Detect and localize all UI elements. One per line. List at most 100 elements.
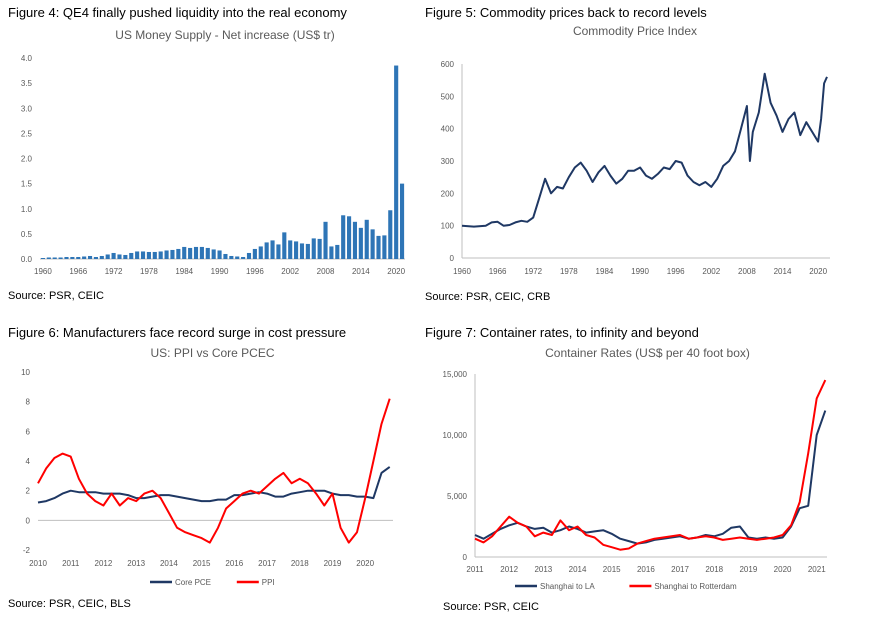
x-tick-label: 2011: [466, 565, 484, 574]
x-tick-label: 2019: [739, 565, 757, 574]
x-tick-label: 1996: [667, 267, 685, 276]
y-tick-label: 6: [26, 427, 31, 436]
x-tick-label: 2011: [62, 559, 80, 568]
series-line-shanghai-to-rotterdam: [474, 379, 827, 551]
bar: [358, 227, 363, 259]
x-tick-label: 2016: [637, 565, 655, 574]
bar: [46, 257, 51, 259]
y-tick-label: 1.0: [21, 205, 33, 214]
bar: [294, 241, 299, 259]
x-tick-label: 1984: [596, 267, 614, 276]
bar: [87, 255, 93, 259]
x-tick-label: 2020: [809, 267, 827, 276]
figure-4-panel: Figure 4: QE4 finally pushed liquidity i…: [0, 0, 430, 310]
bar: [270, 240, 275, 259]
bar: [70, 256, 75, 259]
legend-label: Shanghai to LA: [540, 582, 595, 591]
bar: [93, 256, 98, 259]
bar: [288, 240, 293, 259]
y-tick-label: 0: [450, 254, 455, 263]
legend-label: Shanghai to Rotterdam: [654, 582, 737, 591]
x-tick-label: 1972: [105, 267, 123, 276]
bar: [341, 215, 346, 259]
x-tick-label: 2014: [352, 267, 370, 276]
bar: [394, 65, 399, 259]
bar: [311, 238, 316, 259]
figure-4-source: Source: PSR, CEIC: [8, 290, 104, 302]
x-tick-label: 2018: [291, 559, 309, 568]
bar: [258, 246, 263, 259]
x-tick-label: 1978: [560, 267, 578, 276]
x-tick-label: 2014: [160, 559, 178, 568]
bar: [305, 243, 310, 259]
y-tick-label: 15,000: [443, 370, 468, 379]
bar: [76, 256, 81, 259]
figure-7-title: Figure 7: Container rates, to infinity a…: [425, 325, 699, 340]
bar: [158, 251, 163, 259]
x-tick-label: 2014: [774, 267, 792, 276]
bar: [382, 235, 387, 259]
chart-4-title: US Money Supply - Net increase (US$ tr): [115, 28, 335, 42]
chart-6-ppi-vs-pce: -2 0 2 4 6 8 10 2010 2011 2012 2013 2014 2015 2016 201…: [21, 368, 393, 587]
chart-5-title: Commodity Price Index: [572, 24, 698, 38]
bar: [252, 248, 257, 259]
bar: [388, 210, 393, 259]
bar: [135, 251, 140, 259]
figure-5-panel: Figure 5: Commodity prices back to recor…: [415, 0, 875, 310]
bar: [276, 244, 281, 259]
bar: [146, 251, 151, 259]
bar: [347, 216, 352, 259]
y-tick-label: -2: [23, 546, 31, 555]
bar: [317, 238, 322, 259]
bar: [52, 257, 57, 259]
bar: [241, 256, 246, 259]
y-tick-label: 3.5: [21, 79, 33, 88]
x-tick-label: 1996: [246, 267, 264, 276]
y-tick-label: 200: [441, 189, 455, 198]
y-tick-label: 5,000: [447, 492, 468, 501]
bar: [129, 252, 134, 259]
bar: [299, 243, 305, 259]
bar: [105, 254, 110, 259]
y-tick-label: 10: [21, 368, 30, 377]
bar: [264, 242, 269, 259]
bar: [64, 256, 69, 259]
series-line-shanghai-to-la: [474, 410, 827, 545]
x-tick-label: 1966: [69, 267, 87, 276]
bar: [176, 248, 181, 259]
series-line-ppi: [37, 398, 391, 544]
x-tick-label: 2014: [569, 565, 587, 574]
x-tick-label: 1972: [524, 267, 542, 276]
y-tick-label: 0.0: [21, 255, 33, 264]
chart-4-money-supply: 0.0 0.5 1.0 1.5 2.0 2.5 3.0 3.5 4.0 1960 1966 1972 1…: [21, 54, 406, 276]
series-line-core-pce: [37, 466, 391, 504]
bar: [152, 251, 157, 259]
x-tick-label: 1978: [140, 267, 158, 276]
y-tick-label: 0.5: [21, 230, 33, 239]
y-tick-label: 10,000: [443, 431, 468, 440]
x-tick-label: 2020: [774, 565, 792, 574]
y-tick-label: 3.0: [21, 104, 33, 113]
x-tick-label: 2012: [95, 559, 113, 568]
chart-5-commodity-index: 0 100 200 300 400 500 600 1960 1966 1972 1978 1984 1…: [441, 60, 830, 276]
x-tick-label: 1960: [34, 267, 52, 276]
x-tick-label: 2016: [225, 559, 243, 568]
y-tick-label: 0: [26, 516, 31, 525]
y-tick-label: 600: [441, 60, 455, 69]
y-tick-label: 2.5: [21, 129, 33, 138]
x-tick-label: 2017: [671, 565, 689, 574]
x-tick-label: 2020: [387, 267, 405, 276]
bar: [370, 229, 375, 259]
x-tick-label: 1990: [631, 267, 649, 276]
x-tick-label: 2010: [29, 559, 47, 568]
x-tick-label: 2002: [702, 267, 720, 276]
bar: [188, 247, 193, 259]
bar: [229, 255, 234, 259]
bar: [352, 221, 358, 259]
bar: [246, 252, 252, 259]
x-tick-label: 1966: [489, 267, 507, 276]
chart-7-container-rates: 0 5,000 10,000 15,000 2011 2012 2013 2014 2015 20…: [443, 370, 827, 591]
x-tick-label: 2002: [281, 267, 299, 276]
x-tick-label: 2013: [534, 565, 552, 574]
figure-5-title: Figure 5: Commodity prices back to recor…: [425, 5, 707, 20]
